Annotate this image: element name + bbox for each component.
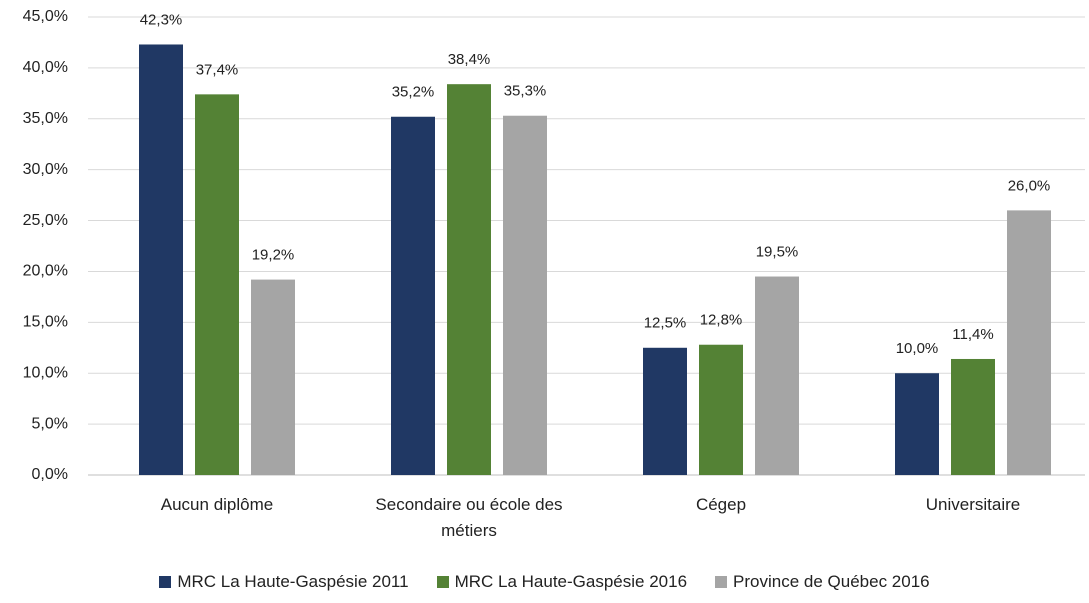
legend-label: MRC La Haute-Gaspésie 2011 <box>177 572 409 591</box>
legend-item: Province de Québec 2016 <box>715 572 930 592</box>
legend-label: Province de Québec 2016 <box>733 572 930 591</box>
data-label: 12,8% <box>700 312 743 329</box>
y-tick-label: 30,0% <box>23 161 68 178</box>
bar <box>251 279 295 475</box>
y-tick-label: 20,0% <box>23 263 68 280</box>
legend: MRC La Haute-Gaspésie 2011 MRC La Haute-G… <box>0 572 1089 592</box>
bar <box>1007 210 1051 475</box>
x-tick-label: Universitaire <box>925 495 1021 514</box>
legend-swatch <box>436 576 449 588</box>
y-tick-label: 35,0% <box>23 110 68 127</box>
data-label: 38,4% <box>448 51 491 68</box>
data-label: 19,2% <box>252 247 295 264</box>
bar <box>447 84 491 475</box>
legend-item: MRC La Haute-Gaspésie 2011 <box>159 572 409 592</box>
data-label: 37,4% <box>196 61 239 78</box>
data-label: 35,2% <box>392 84 435 101</box>
x-tick-label: Secondaire ou école des métiers <box>375 495 563 540</box>
bar <box>951 358 995 475</box>
bar <box>195 94 239 476</box>
data-label: 26,0% <box>1008 177 1051 194</box>
x-tick-label: Aucun diplôme <box>160 495 274 514</box>
y-tick-label: 45,0% <box>23 8 68 25</box>
y-tick-label: 10,0% <box>23 364 68 381</box>
bar <box>755 276 799 475</box>
x-tick-label: Cégep <box>695 495 747 514</box>
y-tick-label: 40,0% <box>23 59 68 76</box>
bar <box>391 116 435 476</box>
bar <box>139 44 183 475</box>
y-tick-label: 15,0% <box>23 314 68 331</box>
bar <box>699 344 743 475</box>
y-tick-label: 0,0% <box>32 466 68 483</box>
y-tick-label: 5,0% <box>32 415 68 432</box>
y-tick-label: 25,0% <box>23 212 68 229</box>
legend-swatch <box>159 576 172 588</box>
legend-swatch <box>715 576 728 588</box>
bar <box>895 373 939 475</box>
data-label: 35,3% <box>504 83 547 100</box>
bar <box>643 347 687 475</box>
data-label: 19,5% <box>756 244 799 261</box>
bar <box>503 115 547 476</box>
data-label: 42,3% <box>140 11 183 28</box>
legend-item: MRC La Haute-Gaspésie 2016 <box>436 572 688 592</box>
data-label: 11,4% <box>952 326 993 343</box>
data-label: 10,0% <box>896 340 939 357</box>
data-label: 12,5% <box>644 315 687 332</box>
legend-label: MRC La Haute-Gaspésie 2016 <box>454 572 688 591</box>
